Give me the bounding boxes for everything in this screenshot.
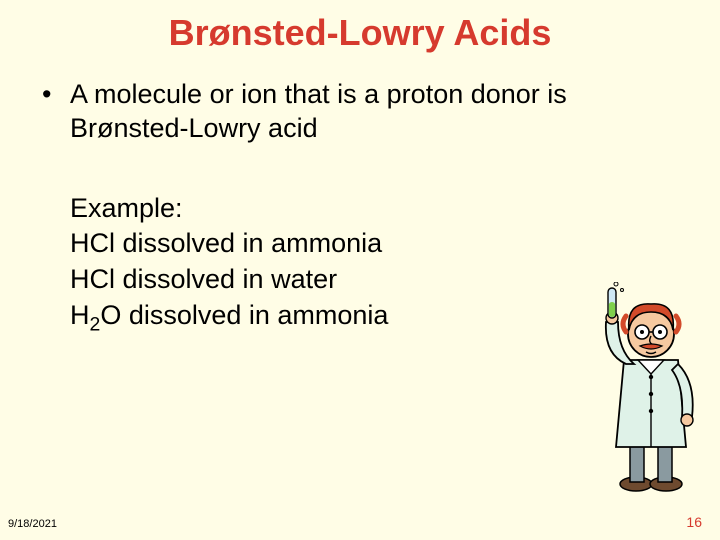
example-block: Example: HCl dissolved in ammonia HCl di… xyxy=(70,192,678,333)
scientist-icon xyxy=(596,282,706,492)
bullet-text: A molecule or ion that is a proton donor… xyxy=(70,78,678,146)
footer-page-number: 16 xyxy=(686,514,702,530)
example-heading: Example: xyxy=(70,192,678,226)
h2o-suffix: O dissolved in ammonia xyxy=(100,300,388,330)
bullet-mark: • xyxy=(42,78,70,146)
footer-date: 9/18/2021 xyxy=(8,518,57,530)
example-line-2: HCl dissolved in water xyxy=(70,263,678,297)
example-line-3: H2O dissolved in ammonia xyxy=(70,299,678,333)
slide-title: Brønsted-Lowry Acids xyxy=(0,0,720,54)
example-line-1: HCl dissolved in ammonia xyxy=(70,227,678,261)
h2o-prefix: H xyxy=(70,300,90,330)
bullet-item: • A molecule or ion that is a proton don… xyxy=(42,78,678,146)
h2o-subscript: 2 xyxy=(90,313,101,335)
